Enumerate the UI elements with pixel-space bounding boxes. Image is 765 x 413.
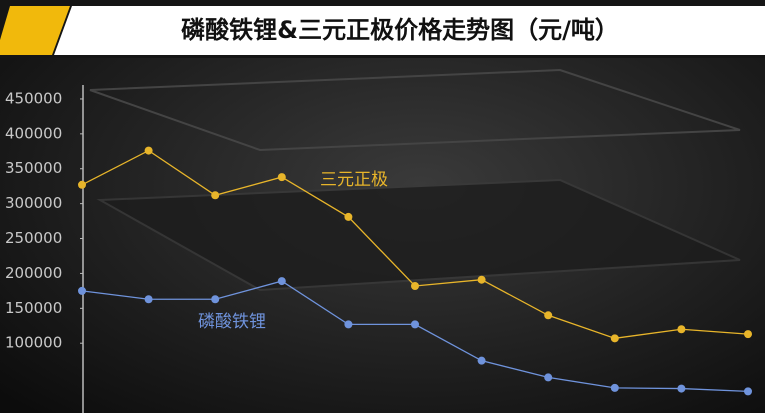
point	[677, 325, 686, 334]
point	[610, 383, 619, 392]
point	[477, 275, 486, 284]
y-tick-label: 350000	[5, 159, 62, 177]
point	[544, 311, 553, 320]
point	[744, 330, 752, 339]
point	[411, 281, 419, 290]
point	[144, 295, 153, 304]
point	[677, 384, 686, 393]
y-tick-label: 300000	[5, 194, 62, 212]
point	[610, 334, 619, 343]
decor	[89, 68, 741, 152]
point	[78, 180, 86, 189]
y-tick-label: 100000	[5, 334, 62, 352]
point	[344, 212, 353, 221]
point	[744, 387, 752, 396]
decor	[96, 178, 741, 292]
title-accent	[0, 6, 70, 55]
y-tick-label: 400000	[5, 124, 62, 142]
point	[277, 173, 286, 182]
point	[78, 286, 86, 295]
point	[211, 295, 220, 304]
point	[477, 356, 486, 365]
title-banner	[54, 6, 765, 55]
y-tick-label: 250000	[5, 229, 62, 247]
point	[277, 277, 286, 286]
y-tick-label: 150000	[5, 299, 62, 317]
point	[144, 146, 153, 155]
y-tick-label: 450000	[5, 89, 62, 107]
point	[344, 320, 353, 329]
chart-title: 磷酸铁锂&三元正极价格走势图（元/吨）	[181, 16, 619, 44]
y-tick-label: 200000	[5, 264, 62, 282]
point	[411, 320, 419, 329]
point	[544, 373, 553, 382]
point	[211, 191, 220, 200]
series-label: 三元正极	[320, 170, 388, 190]
series-label: 磷酸铁锂	[198, 312, 266, 332]
